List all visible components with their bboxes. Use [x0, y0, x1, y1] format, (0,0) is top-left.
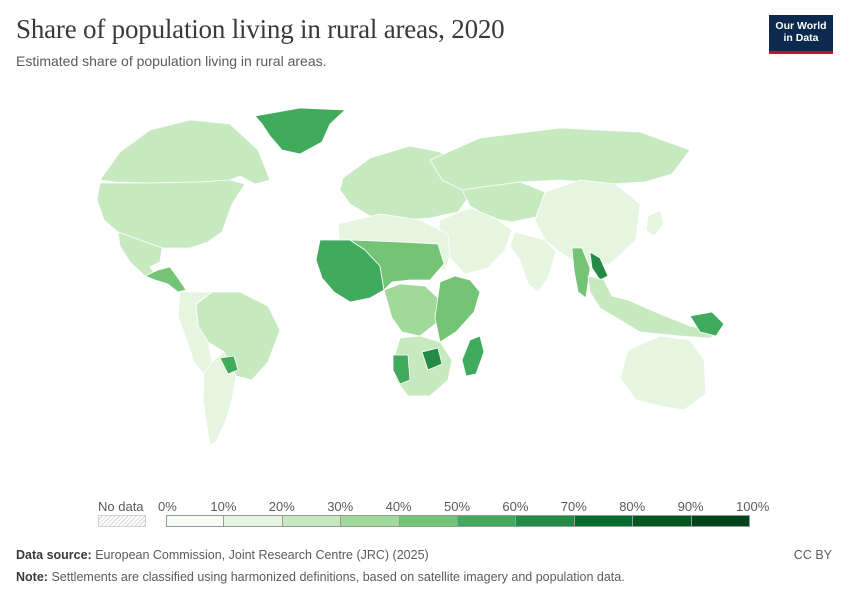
region-east-africa[interactable] [434, 275, 481, 343]
legend-bin[interactable] [691, 515, 750, 527]
owid-logo[interactable]: Our World in Data [769, 15, 833, 54]
region-japan[interactable] [645, 209, 665, 237]
source-text[interactable]: European Commission, Joint Research Cent… [95, 548, 429, 562]
legend-bin[interactable] [516, 515, 575, 527]
region-central-america[interactable] [144, 266, 187, 293]
region-greenland[interactable] [254, 107, 346, 155]
logo-line-1: Our World [775, 20, 827, 32]
legend-bin[interactable] [224, 515, 283, 527]
legend-tick: 70% [560, 499, 587, 514]
legend-bin[interactable] [166, 515, 225, 527]
note-text: Settlements are classified using harmoni… [51, 570, 625, 584]
legend-no-data-swatch [98, 515, 146, 527]
region-united-states[interactable] [96, 179, 246, 249]
data-source: Data source: European Commission, Joint … [16, 548, 429, 562]
chart-subtitle: Estimated share of population living in … [16, 53, 327, 69]
legend-bin[interactable] [633, 515, 692, 527]
legend-tick: 100% [736, 499, 770, 514]
legend-no-data-label: No data [98, 499, 144, 514]
legend-tick: 20% [268, 499, 295, 514]
region-paraguay[interactable] [219, 355, 239, 375]
legend-tick: 40% [385, 499, 412, 514]
region-central-africa[interactable] [383, 283, 441, 337]
region-laos[interactable] [589, 251, 609, 281]
world-map[interactable] [0, 80, 850, 490]
legend-tick: 80% [619, 499, 646, 514]
legend-tick: 0% [158, 499, 177, 514]
legend-tick: 50% [444, 499, 471, 514]
legend-bin[interactable] [399, 515, 458, 527]
region-russia[interactable] [429, 127, 691, 191]
legend-bin[interactable] [458, 515, 517, 527]
legend-tick: 10% [210, 499, 237, 514]
legend-bin[interactable] [341, 515, 400, 527]
legend-bin[interactable] [282, 515, 342, 527]
legend-tick: 90% [677, 499, 704, 514]
region-madagascar[interactable] [461, 335, 485, 377]
note-label: Note: [16, 570, 48, 584]
chart-title: Share of population living in rural area… [16, 14, 505, 44]
region-india[interactable] [509, 231, 557, 293]
region-myanmar[interactable] [571, 247, 591, 299]
legend-tick: 30% [327, 499, 354, 514]
chart-note: Note: Settlements are classified using h… [16, 570, 625, 584]
license-link[interactable]: CC BY [793, 548, 832, 562]
logo-line-2: in Data [783, 32, 819, 44]
region-australia[interactable] [619, 335, 707, 411]
region-sahel[interactable] [349, 239, 445, 291]
legend-bin[interactable] [574, 515, 634, 527]
region-china[interactable] [534, 179, 641, 267]
region-mexico[interactable] [117, 231, 163, 277]
source-label: Data source: [16, 548, 92, 562]
region-argentina[interactable] [202, 351, 237, 446]
region-papua-new-guinea[interactable] [689, 311, 725, 337]
region-canada[interactable] [99, 119, 271, 185]
legend-tick: 60% [502, 499, 529, 514]
region-namibia[interactable] [392, 354, 411, 385]
region-zimbabwe[interactable] [421, 347, 443, 371]
